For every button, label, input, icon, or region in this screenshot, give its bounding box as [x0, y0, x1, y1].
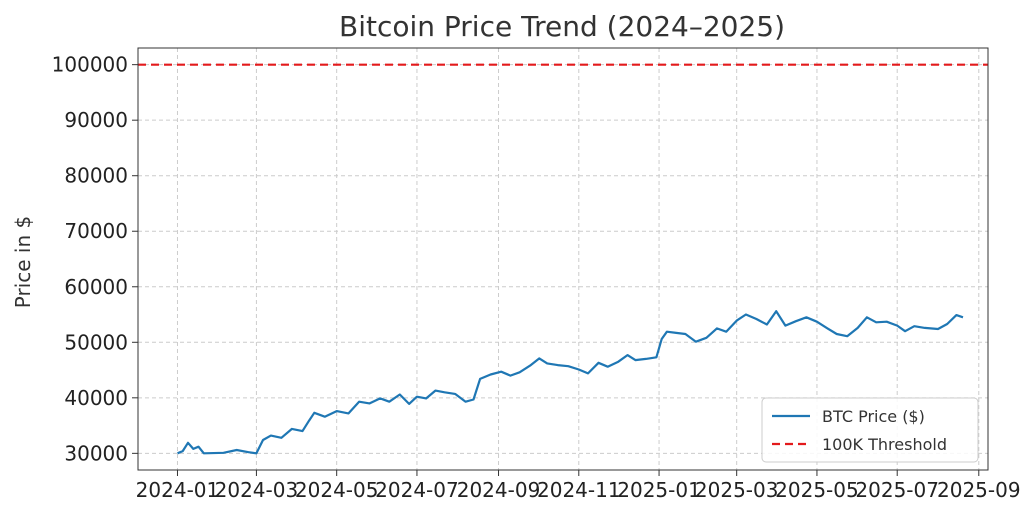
x-tick-label: 2025-03 [695, 478, 779, 502]
x-tick-label: 2025-07 [855, 478, 939, 502]
plot-frame [137, 47, 989, 471]
chart-title: Bitcoin Price Trend (2024–2025) [339, 10, 785, 43]
x-tick-label: 2024-07 [375, 478, 459, 502]
legend-entry: 100K Threshold [822, 435, 947, 454]
y-tick-label: 30000 [64, 441, 128, 465]
x-tick-label: 2025-09 [937, 478, 1021, 502]
x-tick-label: 2024-01 [136, 478, 220, 502]
tick-layer: 30000 40000 50000 60000 70000 80000 90000 10000… [52, 53, 1021, 502]
x-tick-label: 2025-01 [617, 478, 701, 502]
x-tick-label: 2024-11 [537, 478, 621, 502]
y-tick-label: 70000 [64, 219, 128, 243]
series-layer [138, 63, 988, 455]
y-tick-label: 100000 [52, 53, 128, 77]
x-tick-label: 2024-05 [295, 478, 379, 502]
series-line [177, 310, 964, 455]
y-tick-label: 40000 [64, 386, 128, 410]
legend-entry: BTC Price ($) [822, 407, 925, 426]
x-tick-label: 2024-03 [215, 478, 299, 502]
x-tick-label: 2024-09 [457, 478, 541, 502]
y-axis-label: Price in $ [11, 216, 35, 308]
y-tick-label: 60000 [64, 275, 128, 299]
x-tick-label: 2025-05 [775, 478, 859, 502]
y-tick-label: 80000 [64, 164, 128, 188]
legend: BTC Price ($) 100K Threshold [761, 397, 979, 463]
y-tick-label: 50000 [64, 330, 128, 354]
y-tick-label: 90000 [64, 108, 128, 132]
legend-box [761, 397, 979, 463]
